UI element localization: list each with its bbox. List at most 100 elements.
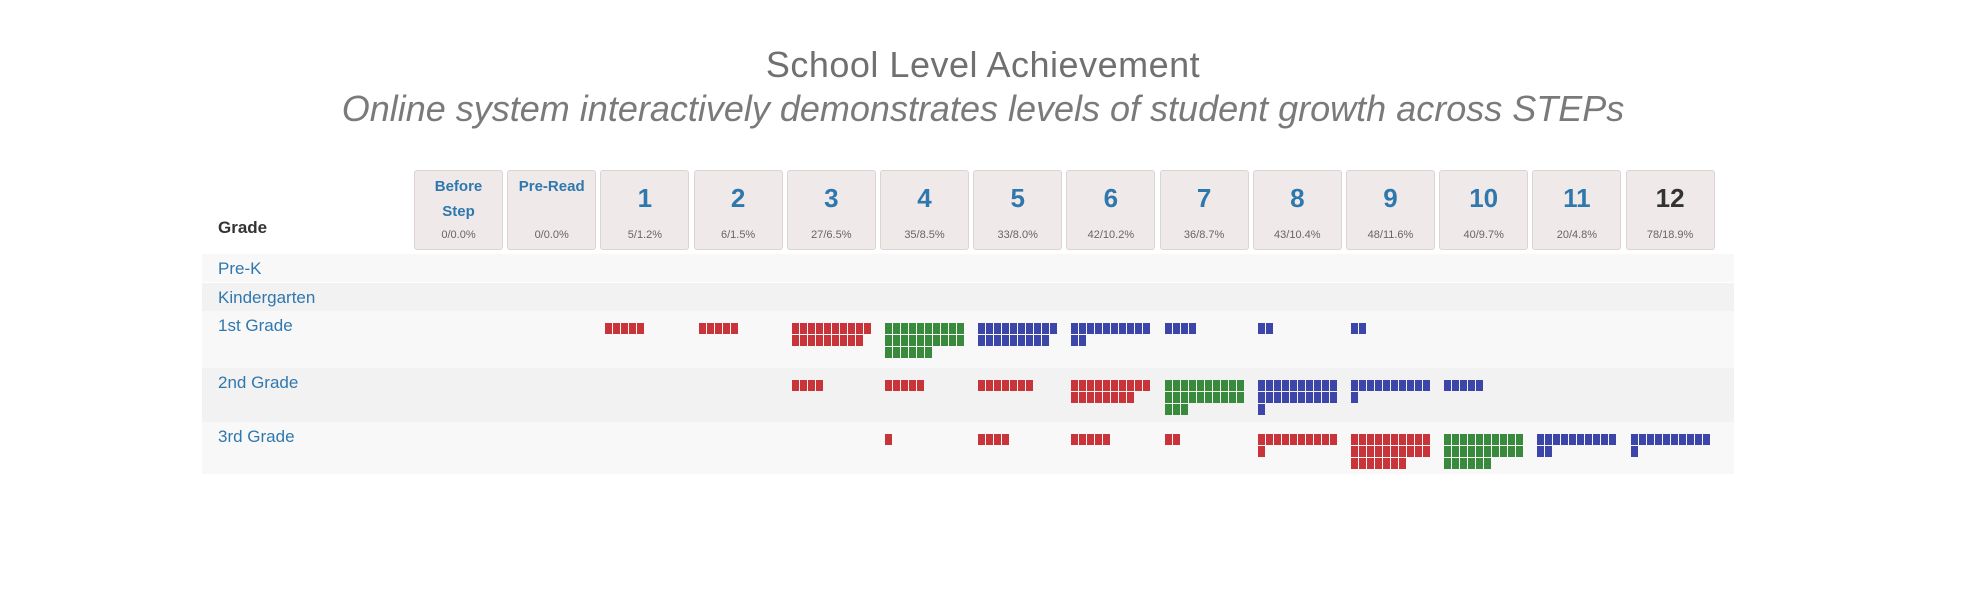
student-marker[interactable] (1444, 380, 1452, 391)
student-marker[interactable] (1468, 446, 1476, 457)
step-column-header[interactable]: 4 35/8.5% (880, 170, 969, 250)
student-marker[interactable] (1079, 392, 1087, 403)
student-marker[interactable] (1119, 323, 1127, 334)
student-marker[interactable] (823, 335, 831, 346)
student-marker[interactable] (1508, 446, 1516, 457)
student-marker[interactable] (901, 347, 908, 358)
student-marker[interactable] (986, 434, 994, 445)
student-marker[interactable] (1585, 434, 1593, 445)
student-marker[interactable] (1273, 392, 1281, 403)
student-marker[interactable] (839, 323, 847, 334)
student-marker[interactable] (1383, 380, 1390, 391)
student-marker[interactable] (1407, 434, 1414, 445)
student-marker[interactable] (1444, 434, 1452, 445)
step-column-header[interactable]: 10 40/9.7% (1439, 170, 1529, 250)
student-marker[interactable] (1228, 380, 1236, 391)
student-marker[interactable] (994, 434, 1002, 445)
student-marker[interactable] (1087, 434, 1095, 445)
student-marker[interactable] (1220, 380, 1228, 391)
step-column-header[interactable]: 11 20/4.8% (1532, 170, 1622, 250)
student-marker[interactable] (1313, 392, 1321, 403)
student-marker[interactable] (1188, 323, 1196, 334)
student-marker[interactable] (1313, 380, 1321, 391)
student-marker[interactable] (1537, 446, 1545, 457)
student-marker[interactable] (1204, 380, 1212, 391)
student-marker[interactable] (917, 380, 924, 391)
student-marker[interactable] (1103, 434, 1111, 445)
student-marker[interactable] (1359, 323, 1366, 334)
grade-row-label[interactable]: 1st Grade (218, 316, 293, 335)
student-marker[interactable] (839, 335, 847, 346)
student-marker[interactable] (1484, 458, 1492, 469)
student-cluster[interactable] (1351, 380, 1435, 403)
student-marker[interactable] (925, 323, 932, 334)
student-marker[interactable] (1476, 434, 1484, 445)
student-marker[interactable] (1329, 380, 1337, 391)
student-marker[interactable] (1444, 446, 1452, 457)
student-marker[interactable] (1577, 434, 1585, 445)
student-marker[interactable] (1188, 392, 1196, 403)
student-marker[interactable] (815, 380, 823, 391)
student-marker[interactable] (1329, 392, 1337, 403)
student-marker[interactable] (1415, 434, 1422, 445)
student-marker[interactable] (978, 323, 986, 334)
student-marker[interactable] (799, 380, 807, 391)
student-marker[interactable] (1359, 380, 1366, 391)
student-marker[interactable] (1476, 458, 1484, 469)
student-marker[interactable] (1281, 380, 1289, 391)
student-marker[interactable] (1071, 392, 1079, 403)
student-marker[interactable] (901, 335, 908, 346)
student-marker[interactable] (1026, 335, 1034, 346)
student-marker[interactable] (1460, 380, 1468, 391)
student-marker[interactable] (1452, 446, 1460, 457)
student-marker[interactable] (885, 323, 892, 334)
student-marker[interactable] (847, 335, 855, 346)
student-marker[interactable] (1383, 446, 1390, 457)
student-marker[interactable] (1383, 434, 1390, 445)
student-marker[interactable] (1492, 446, 1500, 457)
student-marker[interactable] (1257, 392, 1265, 403)
student-marker[interactable] (1399, 446, 1406, 457)
student-marker[interactable] (949, 323, 956, 334)
student-marker[interactable] (1273, 380, 1281, 391)
student-marker[interactable] (1662, 434, 1670, 445)
student-marker[interactable] (823, 323, 831, 334)
student-marker[interactable] (1516, 446, 1524, 457)
student-marker[interactable] (1351, 323, 1358, 334)
student-marker[interactable] (1188, 380, 1196, 391)
student-marker[interactable] (1460, 434, 1468, 445)
student-marker[interactable] (1686, 434, 1694, 445)
student-marker[interactable] (815, 335, 823, 346)
student-marker[interactable] (1444, 458, 1452, 469)
student-cluster[interactable] (1164, 323, 1249, 334)
student-cluster[interactable] (791, 323, 876, 346)
student-marker[interactable] (1351, 446, 1358, 457)
student-marker[interactable] (1289, 392, 1297, 403)
student-cluster[interactable] (1444, 380, 1528, 391)
student-marker[interactable] (917, 323, 924, 334)
student-marker[interactable] (1630, 434, 1638, 445)
student-marker[interactable] (807, 323, 815, 334)
student-marker[interactable] (933, 323, 940, 334)
student-marker[interactable] (1609, 434, 1617, 445)
student-marker[interactable] (1095, 392, 1103, 403)
student-marker[interactable] (1026, 323, 1034, 334)
student-marker[interactable] (1351, 434, 1358, 445)
student-marker[interactable] (1391, 380, 1398, 391)
student-marker[interactable] (714, 323, 722, 334)
step-column-header[interactable]: 1 5/1.2% (600, 170, 690, 250)
student-marker[interactable] (1476, 380, 1484, 391)
student-marker[interactable] (1561, 434, 1569, 445)
student-marker[interactable] (1042, 335, 1050, 346)
step-column-header[interactable]: Before Step 0/0.0% (414, 170, 503, 250)
student-marker[interactable] (1143, 323, 1151, 334)
student-marker[interactable] (730, 323, 738, 334)
student-marker[interactable] (1654, 434, 1662, 445)
student-cluster[interactable] (1351, 323, 1435, 334)
student-marker[interactable] (1351, 392, 1358, 403)
student-marker[interactable] (1289, 380, 1297, 391)
student-marker[interactable] (1087, 380, 1095, 391)
student-marker[interactable] (1180, 380, 1188, 391)
student-marker[interactable] (698, 323, 706, 334)
step-column-header[interactable]: 5 33/8.0% (973, 170, 1063, 250)
